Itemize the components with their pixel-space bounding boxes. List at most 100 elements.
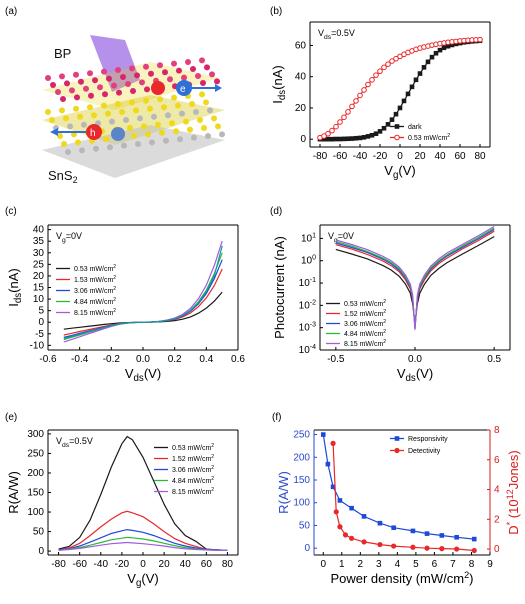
legend-text: 4.84 mW/cm xyxy=(172,478,211,485)
y-tick-label: 150 xyxy=(293,475,310,486)
x-axis-label-part: V xyxy=(384,163,393,178)
chart-annotation-part: g xyxy=(62,237,66,244)
sns2-atom xyxy=(183,118,189,125)
data-point xyxy=(429,54,435,60)
sns2-atom xyxy=(215,123,221,130)
bp-atom xyxy=(143,63,149,70)
x-tick-label: 0 xyxy=(320,559,326,570)
x-tick-label: -80 xyxy=(313,151,328,162)
x-axis-label-part: Power density (mW/cm xyxy=(330,571,464,586)
data-point xyxy=(361,87,367,93)
x-axis-label-part: g xyxy=(393,170,398,181)
sns2-atom xyxy=(107,144,113,151)
x-tick-label: -60 xyxy=(72,559,87,570)
legend-text: Responsivity xyxy=(408,436,448,443)
data-point xyxy=(445,43,451,49)
laser-beam-shape xyxy=(90,35,140,92)
legend-entry: 0.53 mW/cm2 xyxy=(408,133,450,142)
x-axis-label-part: (V) xyxy=(398,163,415,178)
x-tick-label: 8 xyxy=(469,559,475,570)
chart-annotation-part: =0V xyxy=(66,231,82,241)
y-tick-label: 10-2 xyxy=(299,299,316,311)
data-point xyxy=(385,61,391,67)
x-axis-label-part: 2 xyxy=(464,570,469,580)
legend-sup: 2 xyxy=(113,308,116,314)
sns2-atom xyxy=(87,104,93,111)
y-axis-label-part: ds xyxy=(277,90,288,100)
y-axis-label-part: R(A/W) xyxy=(6,471,21,514)
data-point xyxy=(333,136,339,142)
x-tick-label: -20 xyxy=(373,151,388,162)
bp-atom xyxy=(106,75,112,82)
x-tick-label: -20 xyxy=(115,559,130,570)
bp-atom xyxy=(199,57,205,64)
sns2-label: SnS2 xyxy=(48,168,78,185)
data-point xyxy=(439,533,445,538)
legend-sup: 2 xyxy=(383,329,386,335)
bp-atom xyxy=(209,71,215,78)
bp-atom xyxy=(134,72,140,79)
bp-atom xyxy=(190,66,196,72)
x-tick-label: -0.4 xyxy=(71,354,89,365)
sns2-atom xyxy=(105,110,111,117)
x-tick-label: 0.0 xyxy=(136,354,150,365)
data-point xyxy=(369,77,375,83)
chart-annotation-part: V xyxy=(56,231,62,241)
bp-atom xyxy=(195,73,201,79)
legend-sup: 2 xyxy=(211,487,214,493)
data-point xyxy=(410,544,416,550)
y-tick-label: 35 xyxy=(33,236,45,247)
y-tick-exp: -1 xyxy=(310,277,316,284)
legend-text: 3.06 mW/cm xyxy=(344,321,383,328)
data-point xyxy=(325,130,331,137)
y-axis-label: Photocurrent (nA) xyxy=(272,236,287,339)
y-tick-label: -5 xyxy=(35,329,44,340)
x-tick-label: 40 xyxy=(180,559,192,570)
series-line-4 xyxy=(58,541,228,551)
data-point xyxy=(373,72,379,78)
data-point xyxy=(349,136,355,141)
panel-d-label: (d) xyxy=(270,206,282,217)
legend-entry: 0.53 mW/cm2 xyxy=(344,299,386,308)
sns2-atom xyxy=(171,94,177,101)
y-tick-label: 5 xyxy=(38,306,44,317)
sns2-atom xyxy=(199,91,205,98)
y-tick-label: 60 xyxy=(295,40,307,51)
legend-marker xyxy=(394,436,400,441)
legend-text: 0.53 mW/cm xyxy=(408,135,447,142)
data-point xyxy=(449,42,455,48)
y-tick-label: 10-3 xyxy=(299,322,316,334)
y-axis-label: R(A/W) xyxy=(276,471,291,514)
sns2-atom xyxy=(201,125,207,131)
data-point xyxy=(477,36,483,43)
x-tick-label: 3 xyxy=(376,559,382,570)
legend-sup: 2 xyxy=(211,443,214,449)
sns2-atom xyxy=(203,99,209,106)
data-point xyxy=(401,98,407,104)
sns2-atom xyxy=(119,109,125,115)
x-axis-label-part: ds xyxy=(134,373,144,384)
legend-sup: 2 xyxy=(383,309,386,315)
data-point xyxy=(393,111,399,117)
sns2-atom xyxy=(59,107,65,114)
legend-text: 3.06 mW/cm xyxy=(172,467,211,474)
data-point xyxy=(357,92,363,99)
y-tick-label: 0 xyxy=(38,546,44,557)
hole-arrowhead-icon xyxy=(50,128,58,136)
panel-d: (d) -0.5 0.0 0.510-410-310-210-1100101Vds(… xyxy=(270,206,511,384)
data-point xyxy=(365,81,371,88)
sns2-atom xyxy=(211,115,217,122)
y-axis-label-part: (nA) xyxy=(270,65,285,90)
x-tick-label: -0.5 xyxy=(327,354,345,365)
y-axis-label-part: ds xyxy=(13,293,24,303)
sns2-atom xyxy=(129,99,135,106)
legend-entry: 4.84 mW/cm2 xyxy=(344,329,386,338)
data-point xyxy=(410,528,416,534)
legend-text: dark xyxy=(408,124,422,131)
legend-entry: 8.15 mW/cm2 xyxy=(172,487,214,496)
electron-marker xyxy=(176,80,192,96)
data-point xyxy=(433,50,439,56)
chart-c: -0.6 -0.4 -0.2 0.0 0.2 0.4 0.6-10-505101520253… xyxy=(6,224,245,384)
